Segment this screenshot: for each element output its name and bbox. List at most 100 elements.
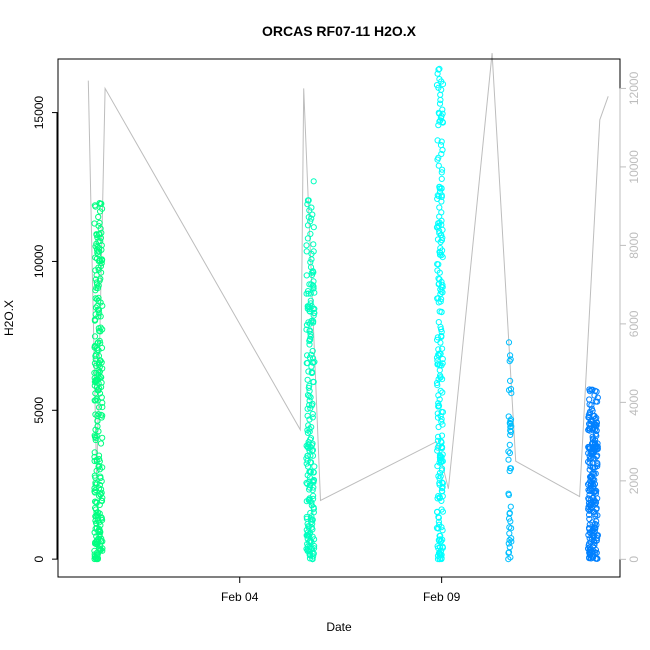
data-point	[94, 397, 101, 404]
data-point	[95, 213, 102, 221]
data-point	[506, 510, 513, 517]
y-tick-label-right: 4000	[627, 389, 641, 416]
data-point	[434, 334, 441, 341]
data-point	[439, 110, 446, 117]
data-point	[99, 434, 106, 441]
data-point	[98, 269, 105, 276]
y-tick-label-left: 15000	[32, 96, 46, 130]
data-point	[310, 469, 317, 476]
data-point	[587, 463, 594, 470]
data-point	[310, 224, 317, 231]
data-point	[305, 532, 312, 539]
data-point	[310, 241, 317, 248]
data-point	[590, 445, 597, 452]
data-point	[307, 230, 314, 237]
data-point	[505, 556, 512, 563]
data-point	[435, 162, 442, 169]
data-point	[303, 460, 310, 467]
data-point	[435, 392, 442, 399]
data-point	[310, 285, 317, 292]
data-point	[437, 538, 445, 545]
series-RF09	[433, 65, 447, 563]
data-point	[307, 333, 314, 340]
data-point	[588, 487, 595, 495]
data-point	[96, 257, 103, 264]
data-point	[505, 456, 512, 463]
data-point	[311, 545, 318, 552]
data-point	[98, 489, 105, 496]
data-point	[96, 200, 103, 207]
data-point	[304, 222, 312, 229]
data-point	[438, 209, 445, 216]
data-point	[594, 495, 601, 502]
data-point	[436, 251, 444, 258]
data-point	[594, 461, 601, 468]
data-point	[438, 221, 445, 228]
y-tick-label-right: 2000	[627, 467, 641, 494]
data-point	[506, 537, 513, 544]
data-point	[92, 295, 99, 302]
data-point	[437, 374, 444, 381]
data-point	[435, 403, 442, 410]
data-point	[310, 495, 317, 502]
data-point	[438, 445, 446, 452]
data-point	[99, 302, 106, 309]
chart-title: ORCAS RF07-11 H2O.X	[262, 23, 417, 39]
data-point	[93, 296, 101, 303]
data-point	[435, 66, 442, 73]
y-tick-label-left: 5000	[32, 397, 46, 424]
data-point	[505, 540, 512, 547]
data-point	[99, 365, 106, 372]
data-point	[92, 351, 100, 358]
data-point	[92, 276, 100, 283]
data-point	[507, 431, 514, 438]
data-point	[304, 288, 312, 295]
data-point	[439, 166, 446, 173]
data-point	[437, 473, 444, 480]
data-point	[434, 156, 441, 163]
data-point	[306, 486, 313, 493]
data-point	[438, 288, 445, 295]
data-point	[586, 511, 593, 519]
data-point	[92, 525, 99, 532]
data-point	[97, 200, 104, 207]
x-tick-label: Feb 09	[423, 590, 461, 604]
data-point	[437, 96, 444, 104]
data-point	[438, 309, 445, 316]
data-point	[95, 294, 102, 301]
data-point	[311, 358, 318, 365]
series-RF07	[91, 200, 106, 563]
data-point	[307, 394, 314, 401]
series-RF11	[585, 386, 602, 562]
data-point	[97, 529, 104, 536]
data-point	[96, 310, 103, 317]
data-point	[507, 416, 515, 423]
data-point	[438, 185, 445, 192]
points-layer	[91, 65, 602, 563]
data-point	[308, 215, 315, 222]
data-point	[434, 137, 441, 144]
data-point	[91, 333, 99, 340]
data-point	[94, 249, 101, 256]
data-point	[594, 535, 601, 542]
data-point	[98, 257, 106, 264]
data-point	[306, 478, 313, 485]
data-point	[586, 546, 594, 553]
data-point	[96, 219, 103, 226]
data-point	[309, 520, 316, 527]
data-point	[308, 513, 315, 520]
data-point	[434, 463, 441, 470]
data-point	[434, 444, 441, 451]
data-point	[435, 525, 442, 532]
data-point	[506, 358, 513, 365]
data-point	[92, 517, 99, 524]
data-point	[591, 426, 599, 433]
data-point	[92, 254, 99, 261]
data-point	[99, 404, 106, 411]
data-point	[434, 336, 441, 343]
data-point	[98, 515, 105, 522]
data-point	[434, 382, 441, 389]
data-point	[306, 401, 313, 409]
axes: Feb 04 Feb 09 0 5000 10000 15000 0 2000 4000 6000…	[32, 71, 641, 604]
